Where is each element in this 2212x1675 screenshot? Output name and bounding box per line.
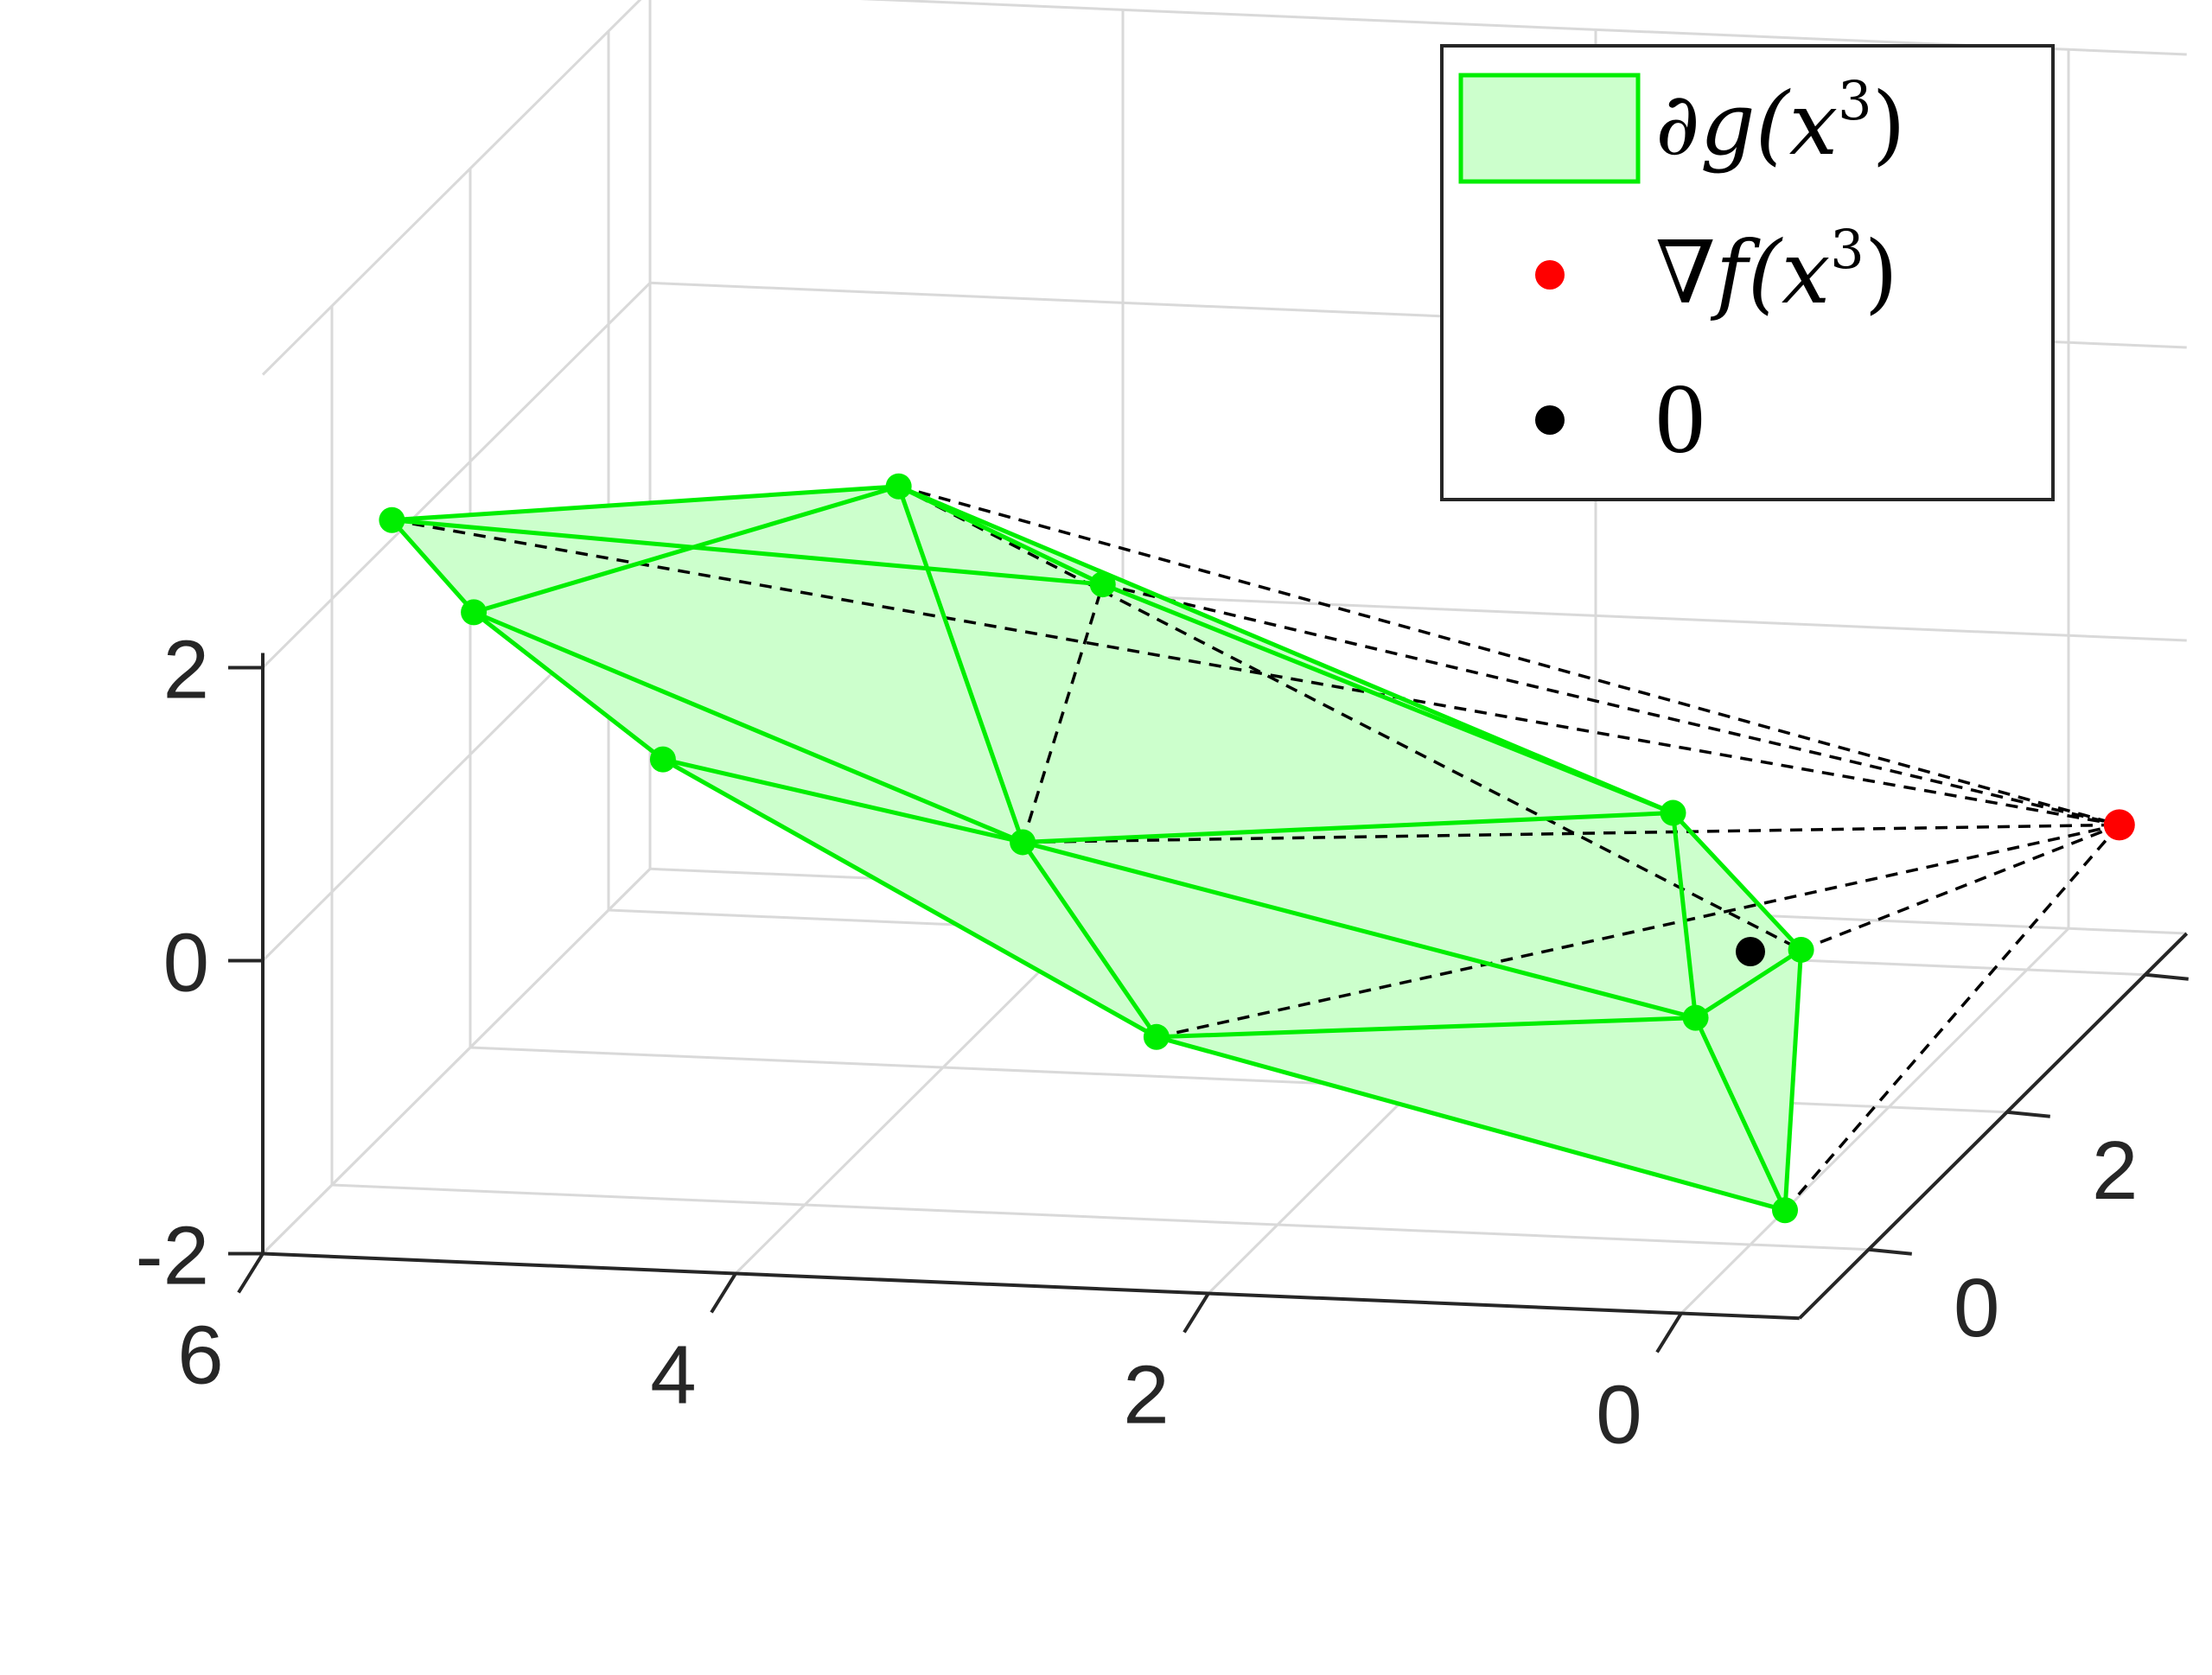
subdifferential-vertex (1010, 829, 1036, 856)
subdifferential-edge (896, 485, 1025, 844)
subdifferential-face (1156, 1016, 1787, 1212)
subdifferential-edge (1782, 949, 1804, 1211)
grid-line (859, 0, 2187, 56)
axes (228, 653, 2189, 1353)
legend-swatch-subdiff (1458, 73, 1641, 184)
subdifferential-vertex (1660, 799, 1686, 826)
y-axis-line (1798, 932, 2189, 1320)
data-points (379, 473, 2135, 1224)
subdifferential-edge (661, 757, 1158, 1039)
x-tick-mark (1182, 1292, 1210, 1334)
y-tick-label: 0 (1954, 1262, 1999, 1354)
x-axis-line (262, 1251, 1800, 1321)
subdifferential-edge (1022, 811, 1673, 844)
dashed-connector (1102, 583, 2120, 827)
subdifferential-edge (390, 519, 475, 615)
subdifferential-edge (1101, 582, 1674, 815)
x-tick-label: 2 (1123, 1349, 1169, 1442)
subdifferential-edge (1671, 811, 1803, 952)
legend-label-subdiff: ∂g(x3) (1655, 69, 1906, 175)
grid-line (261, 868, 652, 1255)
grid-line (331, 1183, 1869, 1251)
subdifferential-vertex (1143, 1023, 1170, 1050)
gradient-point (2103, 809, 2135, 841)
subdifferential-vertex (379, 506, 405, 533)
dashed-connector (1800, 823, 2120, 952)
legend-label-zero: 0 (1655, 364, 1705, 474)
z-tick-label: 2 (163, 624, 209, 716)
subdifferential-edge (392, 484, 899, 523)
legend: ∂g(x3) ∇f(x3) 0 (1440, 44, 2055, 501)
y-tick-mark (2145, 972, 2189, 981)
subdifferential-edge (473, 484, 900, 615)
x-tick-label: 0 (1596, 1369, 1641, 1462)
x-tick-mark (710, 1272, 737, 1314)
legend-marker-grad (1535, 260, 1565, 290)
x-tick-label: 4 (650, 1329, 696, 1422)
grid-line (1680, 927, 2070, 1315)
dashed-connector (1023, 823, 2120, 844)
subdifferential-vertex (1772, 1197, 1798, 1224)
subdifferential-edge (1693, 1016, 1788, 1212)
dashed-connectors (392, 485, 2121, 1212)
subdifferential-vertex (1682, 1004, 1709, 1031)
y-tick-label: 2 (2092, 1124, 2138, 1217)
grid-line (261, 282, 652, 669)
tick-labels: 6420024-202 (136, 624, 2139, 1462)
z-tick-label: 0 (163, 917, 209, 1009)
subdifferential-vertex (885, 473, 912, 500)
dashed-connector (897, 485, 1802, 952)
subdifferential-edges (390, 484, 1804, 1213)
zero-point (1736, 937, 1765, 966)
subdifferential-edge (392, 518, 1103, 587)
subdifferential-edge (472, 610, 665, 761)
legend-marker-zero (1535, 405, 1565, 435)
subdifferential-edge (897, 484, 1674, 815)
subdifferential-edge (1694, 947, 1802, 1020)
legend-label-grad: ∇f(x3) (1655, 218, 1898, 323)
subdifferential-vertex (461, 599, 488, 626)
subdifferential-edge (1156, 1035, 1786, 1213)
dashed-connector (1021, 583, 1105, 843)
subdifferential-edge (1671, 812, 1699, 1018)
x-tick-mark (237, 1252, 265, 1294)
subdifferential-edge (1022, 840, 1697, 1021)
dashed-connector (898, 485, 2120, 827)
dashed-connector (392, 519, 2120, 827)
subdifferential-edge (1021, 841, 1158, 1039)
subdifferential-edge (662, 757, 1023, 844)
subdifferential-vertex (1788, 936, 1814, 963)
subdifferential-edge (1156, 1016, 1696, 1040)
x-tick-mark (1655, 1312, 1683, 1353)
y-tick-mark (2006, 1110, 2050, 1118)
subdifferential-vertex (1089, 571, 1116, 598)
z-tick-label: -2 (136, 1210, 209, 1302)
x-tick-label: 6 (177, 1309, 223, 1402)
grid-line (261, 0, 642, 376)
subdifferential-vertex (649, 746, 676, 773)
grid-lines (261, 0, 2187, 1315)
subdifferential-edge (473, 610, 1024, 844)
dashed-connector (1783, 824, 2121, 1212)
y-tick-mark (1868, 1247, 1912, 1256)
